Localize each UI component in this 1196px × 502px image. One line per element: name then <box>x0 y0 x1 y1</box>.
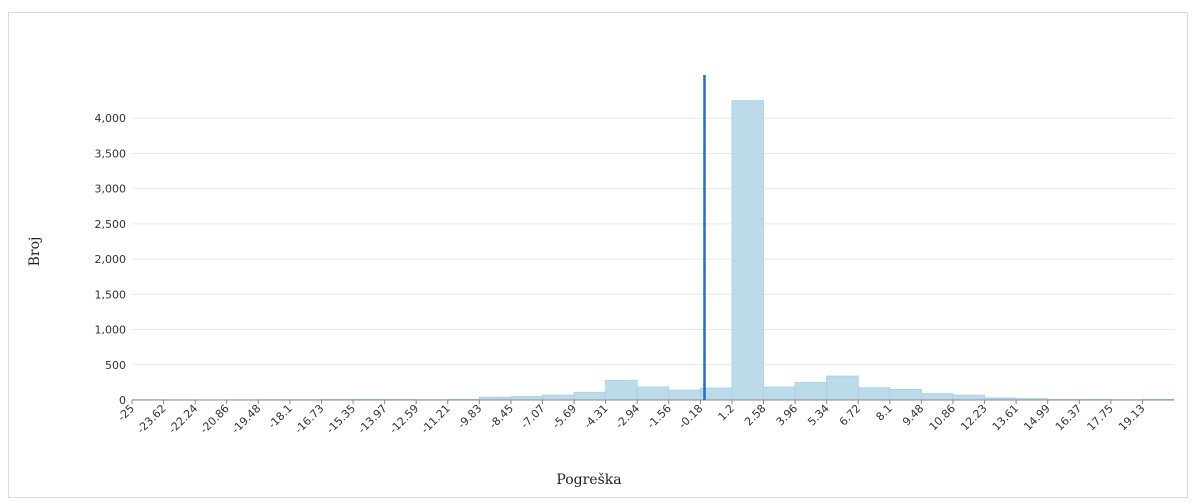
x-tick-label: 6.72 <box>837 402 864 429</box>
y-tick-label: 1,000 <box>95 324 127 337</box>
x-tick-label: 8.1 <box>873 402 895 424</box>
x-tick-label: -16.73 <box>292 402 326 436</box>
x-tick-label: -20.86 <box>198 402 232 436</box>
x-tick-label: 17.75 <box>1085 402 1116 433</box>
x-tick-label: -1.56 <box>645 402 674 431</box>
x-tick-label: 9.48 <box>900 402 927 429</box>
x-tick-label: 12.23 <box>958 402 989 433</box>
histogram-bar <box>857 387 891 401</box>
x-tick-label: -7.07 <box>518 402 547 431</box>
x-tick-label: -11.21 <box>419 402 453 436</box>
x-tick-label: -23.62 <box>134 402 168 436</box>
histogram-bar <box>542 394 575 401</box>
y-axis-title: Broj <box>27 237 43 267</box>
x-tick-label: -19.48 <box>229 402 263 436</box>
x-tick-label: -15.35 <box>324 402 358 436</box>
y-axis-ticks: 0 500 1,000 1,500 2,000 2,500 3,000 3,500 4,000 <box>95 112 127 407</box>
x-tick-label: -0.18 <box>676 402 705 431</box>
histogram-bar <box>573 391 607 401</box>
histogram-bar <box>763 386 796 401</box>
x-tick-label: -12.59 <box>387 402 421 436</box>
x-tick-label: -8.45 <box>487 402 516 431</box>
histogram-chart: 05001,0001,5002,0002,5003,0003,5004,000 … <box>27 75 1175 488</box>
y-tick-label: 3,000 <box>95 183 127 196</box>
histogram-bar <box>731 100 764 401</box>
histogram-bar <box>605 379 638 401</box>
histogram-bars <box>131 100 1175 401</box>
histogram-bar <box>636 386 670 401</box>
x-axis-title: Pogreška <box>556 471 621 488</box>
x-tick-label: 19.13 <box>1116 402 1147 433</box>
gridlines <box>132 117 1174 366</box>
x-tick-label: 3.96 <box>774 402 801 429</box>
x-tick-label: -13.97 <box>355 402 389 436</box>
x-tick-label: 13.61 <box>990 402 1021 433</box>
histogram-bar <box>826 375 859 401</box>
y-tick-label: 2,000 <box>95 253 127 266</box>
histogram-bar <box>668 389 701 401</box>
y-tick-label: 2,500 <box>95 218 127 231</box>
y-tick-label: 1,500 <box>95 288 127 301</box>
x-tick-label: 2.58 <box>742 402 769 429</box>
histogram-bar <box>889 389 922 401</box>
histogram-bar <box>794 381 828 401</box>
y-tick-label: 4,000 <box>95 112 127 125</box>
x-tick-label: 1.2 <box>715 402 737 424</box>
histogram-bar <box>510 396 543 401</box>
x-tick-label: 5.34 <box>805 402 832 429</box>
x-tick-label: -2.94 <box>613 402 642 431</box>
x-tick-label: 14.99 <box>1021 402 1052 433</box>
x-tick-label: -9.83 <box>455 402 484 431</box>
x-axis-ticks: -25-23.62-22.24-20.86-19.48 -18.1-16.73-1… <box>115 400 1148 436</box>
y-tick-label: 500 <box>105 359 126 372</box>
x-tick-label: -5.69 <box>550 402 579 431</box>
x-tick-label: -4.31 <box>581 402 610 431</box>
histogram-bar <box>952 394 985 401</box>
x-tick-label: 10.86 <box>927 402 958 433</box>
chart-frame: 0 500 1,000 1,500 2,000 2,500 3,000 3,500 4,000 … <box>8 12 1188 498</box>
x-tick-label: 16.37 <box>1053 402 1084 433</box>
y-tick-label: 0 <box>119 394 126 407</box>
x-tick-label: -18.1 <box>266 402 295 431</box>
x-tick-label: -22.24 <box>166 402 200 436</box>
y-tick-label: 3,500 <box>95 147 127 160</box>
histogram-bar <box>920 393 954 401</box>
